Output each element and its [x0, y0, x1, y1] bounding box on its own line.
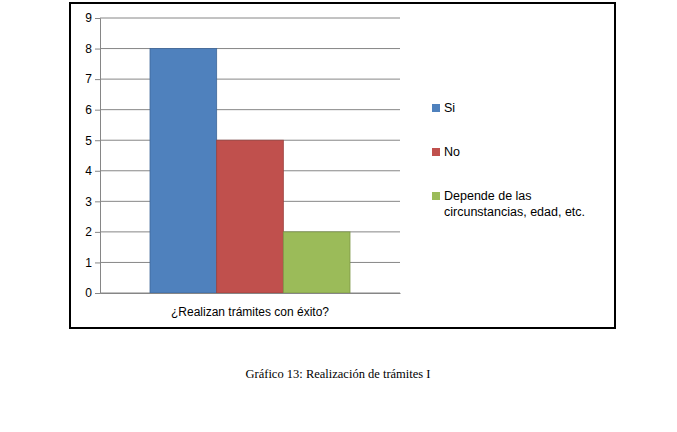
legend-item: Depende de lascircunstancias, edad, etc. [432, 189, 585, 219]
tick-mark [95, 79, 100, 80]
tick-mark [95, 18, 100, 19]
tick-label: 1 [85, 256, 92, 270]
tick: 6 [85, 103, 100, 117]
chart: 0 1 2 3 4 5 6 7 8 9 ¿Realizan trámites con éxito? S… [0, 0, 677, 432]
axis-line [95, 19, 101, 294]
tick-mark [95, 293, 100, 294]
tick-label: 0 [85, 286, 92, 300]
tick: 5 [85, 134, 100, 148]
legend-swatch [432, 148, 440, 156]
grid-line [100, 109, 400, 110]
tick-mark [95, 262, 100, 263]
y-axis: 0 1 2 3 4 5 6 7 8 9 [85, 11, 100, 300]
tick-label: 5 [85, 134, 92, 148]
legend-label: Si [444, 101, 455, 115]
tick-mark [95, 171, 100, 172]
tick: 4 [85, 164, 100, 178]
tick-mark [95, 232, 100, 233]
bar [217, 140, 284, 293]
grid-line [100, 79, 400, 80]
bars [150, 49, 350, 293]
legend-swatch [432, 192, 440, 200]
tick: 8 [85, 42, 100, 56]
tick-mark [95, 49, 100, 50]
legend-swatch [432, 104, 440, 112]
tick: 7 [85, 72, 100, 86]
tick-label: 6 [85, 103, 92, 117]
tick-label: 8 [85, 42, 92, 56]
grid [100, 18, 400, 293]
tick: 9 [85, 11, 100, 25]
chart-frame [70, 3, 615, 328]
tick-label: 4 [85, 164, 92, 178]
legend-label: No [444, 145, 460, 159]
axis-line [101, 293, 401, 294]
legend-label: Depende de lascircunstancias, edad, etc. [444, 189, 585, 219]
tick: ¿Realizan trámites con éxito? [171, 293, 329, 319]
tick-label: ¿Realizan trámites con éxito? [171, 305, 329, 319]
tick-label: 9 [85, 11, 92, 25]
tick-mark [95, 201, 100, 202]
tick-mark [95, 140, 100, 141]
bar [283, 232, 350, 293]
tick-label: 7 [85, 72, 92, 86]
bar [150, 49, 217, 293]
tick-label: 3 [85, 195, 92, 209]
tick: 2 [85, 225, 100, 239]
tick-mark [95, 110, 100, 111]
legend-item: Si [432, 101, 455, 115]
legend: Si No Depende de lascircunstancias, edad, … [432, 101, 585, 219]
grid-line [100, 48, 400, 49]
tick: 0 [85, 286, 100, 300]
tick-label: 2 [85, 225, 92, 239]
legend-item: No [432, 145, 460, 159]
tick: 1 [85, 256, 100, 270]
x-axis: ¿Realizan trámites con éxito? [101, 293, 401, 319]
grid-line [100, 18, 400, 19]
caption: Gráfico 13: Realización de trámites I [246, 367, 431, 381]
tick: 3 [85, 195, 100, 209]
